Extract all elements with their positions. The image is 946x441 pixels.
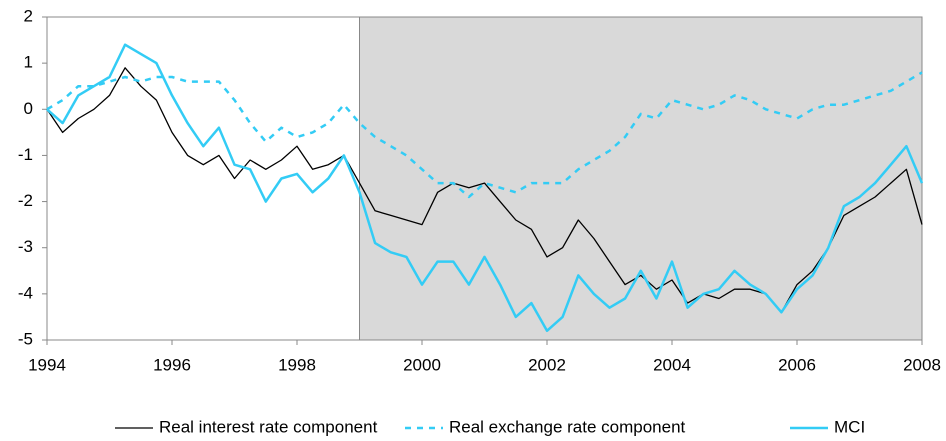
y-tick-label: -2 <box>18 191 33 210</box>
y-tick-label: 1 <box>24 53 33 72</box>
x-tick-label: 1996 <box>153 355 191 374</box>
series-line <box>46 71 923 199</box>
y-tick-label: -4 <box>18 283 33 302</box>
shaded-region <box>359 16 923 341</box>
y-tick-label: 2 <box>24 6 33 25</box>
legend-label: Real interest rate component <box>159 417 378 436</box>
legend-label: Real exchange rate component <box>449 417 686 436</box>
legend-label: MCI <box>834 417 865 436</box>
x-tick-label: 1994 <box>28 355 66 374</box>
y-tick-label: -3 <box>18 237 33 256</box>
x-tick-label: 2004 <box>653 355 691 374</box>
x-tick-label: 2002 <box>528 355 566 374</box>
y-tick-label: 0 <box>24 99 33 118</box>
x-tick-label: 2006 <box>778 355 816 374</box>
x-tick-label: 1998 <box>278 355 316 374</box>
y-tick-label: -1 <box>18 145 33 164</box>
series-line <box>46 43 924 333</box>
plot-frame <box>46 16 923 341</box>
x-tick-label: 2000 <box>403 355 441 374</box>
x-tick-label: 2008 <box>903 355 941 374</box>
y-tick-label: -5 <box>18 329 33 348</box>
